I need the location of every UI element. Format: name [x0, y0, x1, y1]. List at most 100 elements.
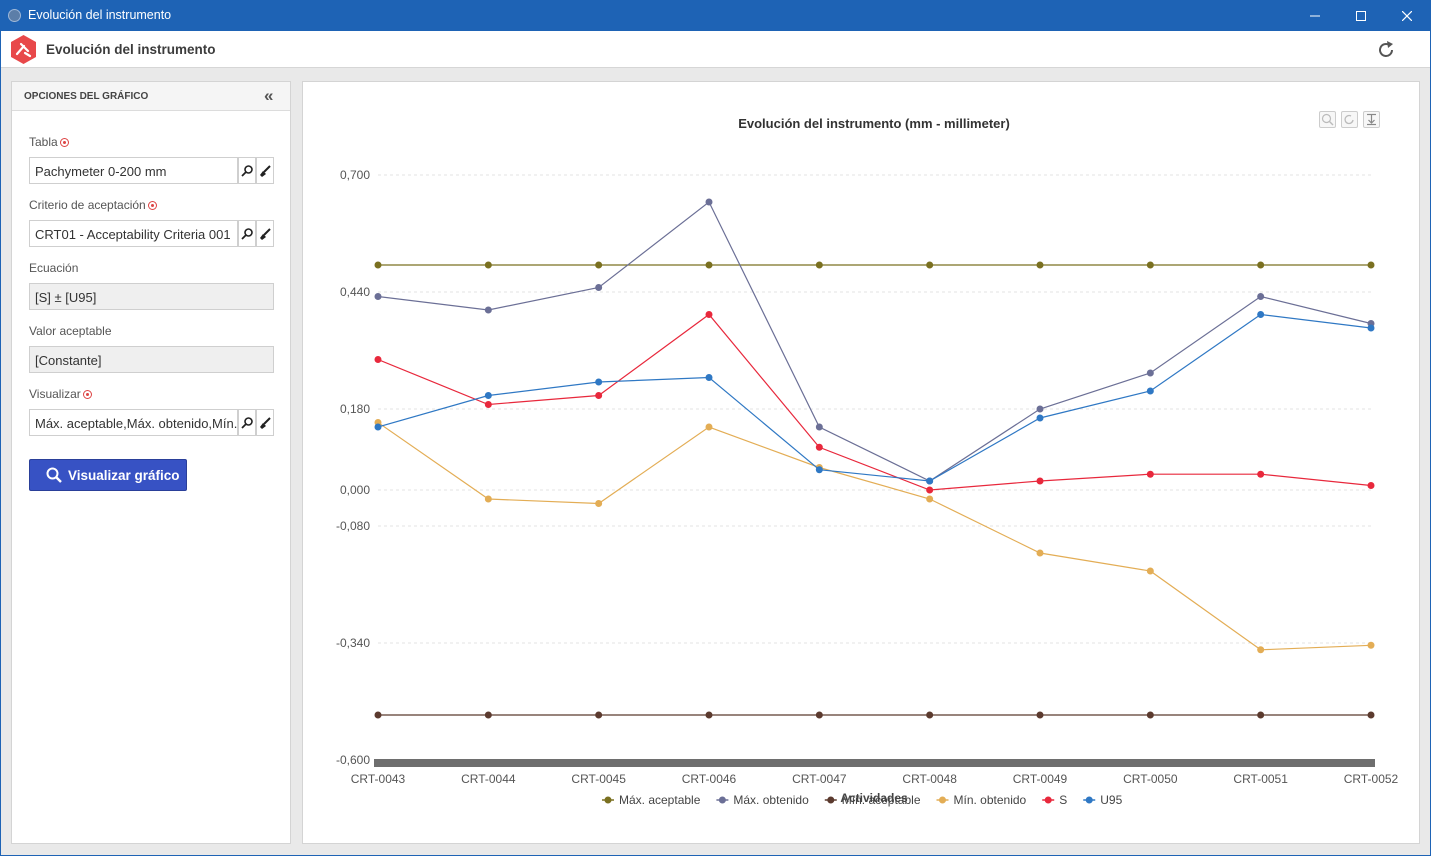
visualizar-field[interactable]: Máx. aceptable,Máx. obtenido,Mín. acepta… — [29, 409, 238, 436]
data-point — [926, 495, 934, 503]
y-tick-label: 0,440 — [340, 285, 370, 299]
visualize-chart-label: Visualizar gráfico — [68, 467, 180, 483]
y-tick-label: 0,000 — [340, 483, 370, 497]
tabla-clear-button[interactable] — [256, 157, 274, 184]
data-point — [484, 392, 492, 399]
data-point — [595, 500, 603, 507]
search-icon — [241, 416, 253, 429]
data-point — [595, 378, 603, 386]
minimize-icon — [1310, 15, 1320, 16]
data-point — [1257, 470, 1265, 478]
close-button[interactable] — [1384, 0, 1430, 31]
data-point — [926, 477, 934, 485]
data-point — [705, 374, 713, 381]
minimize-button[interactable] — [1292, 0, 1338, 31]
chart-panel: Evolución del instrumento (mm - millimet… — [302, 81, 1420, 844]
series-line — [377, 313, 1372, 491]
eraser-broom-icon — [260, 416, 271, 429]
visualizar-search-button[interactable] — [238, 409, 256, 436]
tabla-label: Tabla — [29, 135, 69, 149]
data-point — [926, 711, 934, 719]
download-chart-icon — [1367, 113, 1376, 126]
required-icon — [82, 390, 92, 399]
data-point — [484, 261, 492, 269]
data-point — [1257, 261, 1265, 269]
data-point — [1257, 293, 1265, 300]
legend-marker — [827, 796, 835, 804]
data-point — [374, 293, 382, 300]
data-point — [374, 423, 382, 431]
reset-zoom-tool-button[interactable] — [1341, 111, 1358, 128]
zoom-tool-button[interactable] — [1319, 111, 1336, 128]
series-line — [377, 201, 1372, 482]
data-point — [595, 284, 603, 291]
visualizar-label: Visualizar — [29, 387, 92, 401]
x-tick-label: CRT-0048 — [902, 772, 957, 786]
tabla-search-button[interactable] — [238, 157, 256, 184]
required-icon — [59, 138, 69, 147]
data-point — [374, 711, 382, 719]
legend-marker — [1044, 796, 1052, 804]
maximize-button[interactable] — [1338, 0, 1384, 31]
data-point — [705, 711, 713, 719]
eraser-broom-icon — [260, 227, 271, 240]
x-tick-label: CRT-0052 — [1344, 772, 1399, 786]
legend-label: Máx. aceptable — [619, 793, 701, 807]
data-point — [815, 711, 823, 719]
evolution-line-chart: Evolución del instrumento (mm - millimet… — [336, 116, 1399, 807]
visualizar-clear-button[interactable] — [256, 409, 274, 436]
data-point — [705, 311, 713, 318]
legend-label: S — [1059, 793, 1067, 807]
data-point — [1146, 470, 1154, 478]
legend-marker — [718, 796, 726, 804]
y-tick-label: -0,600 — [336, 753, 370, 767]
data-point — [1146, 567, 1154, 575]
refresh-icon[interactable] — [1375, 39, 1397, 61]
data-point — [595, 261, 603, 269]
app-title: Evolución del instrumento — [46, 42, 216, 57]
panel-title: OPCIONES DEL GRÁFICO — [24, 91, 149, 102]
chart-options-panel: OPCIONES DEL GRÁFICO « Tabla Pachymeter … — [11, 81, 291, 844]
data-point — [705, 261, 713, 269]
data-point — [1257, 311, 1265, 318]
x-axis-bar — [374, 759, 1375, 767]
save-chart-tool-button[interactable] — [1363, 111, 1380, 128]
data-point — [1257, 646, 1265, 654]
data-point — [1036, 711, 1044, 719]
data-point — [1146, 369, 1154, 377]
visualize-chart-button[interactable]: Visualizar gráfico — [29, 459, 187, 491]
data-point — [1036, 414, 1044, 422]
tabla-field[interactable]: Pachymeter 0-200 mm — [29, 157, 238, 184]
chart-title: Evolución del instrumento (mm - millimet… — [738, 116, 1010, 131]
series-line — [377, 313, 1372, 482]
criterio-clear-button[interactable] — [256, 220, 274, 247]
collapse-panel-icon[interactable]: « — [264, 86, 274, 105]
y-tick-label: 0,700 — [340, 168, 370, 182]
x-tick-label: CRT-0047 — [792, 772, 847, 786]
criterio-search-button[interactable] — [238, 220, 256, 247]
data-point — [1036, 405, 1044, 413]
zoom-icon — [1321, 113, 1334, 126]
data-point — [815, 443, 823, 451]
x-tick-label: CRT-0045 — [571, 772, 626, 786]
data-point — [484, 711, 492, 719]
x-tick-label: CRT-0043 — [351, 772, 406, 786]
data-point — [1257, 711, 1265, 719]
legend-label: Mín. aceptable — [842, 793, 921, 807]
client-area: Evolución del instrumento OPCIONES DEL G… — [1, 31, 1430, 855]
criterio-label: Criterio de aceptación — [29, 198, 157, 212]
data-point — [595, 711, 603, 719]
data-point — [1367, 641, 1375, 649]
legend-marker — [604, 796, 612, 804]
x-axis-title: Actividades — [840, 791, 908, 805]
data-point — [815, 466, 823, 474]
close-icon — [1402, 10, 1412, 21]
y-tick-label: -0,080 — [336, 519, 370, 533]
search-icon — [241, 227, 253, 240]
criterio-field[interactable]: CRT01 - Acceptability Criteria 001 — [29, 220, 238, 247]
legend-marker — [939, 796, 946, 804]
data-point — [815, 423, 823, 431]
data-point — [1367, 324, 1375, 332]
legend-marker — [1085, 796, 1093, 804]
data-point — [374, 261, 382, 269]
